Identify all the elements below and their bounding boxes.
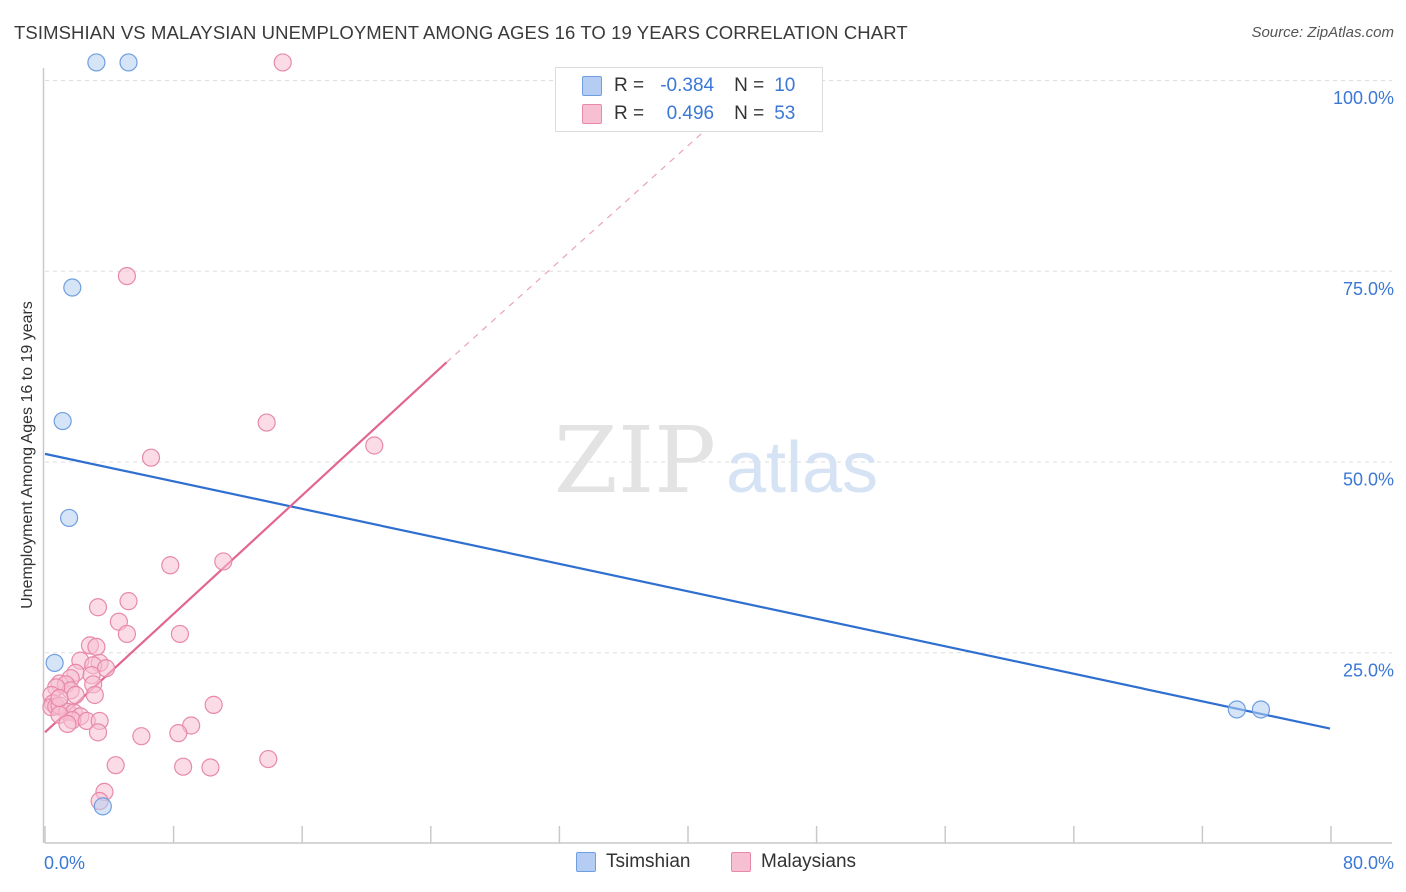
legend-swatch-tsimshian xyxy=(582,76,602,96)
legend-row-malaysians: R = 0.496 N = 53 xyxy=(582,102,795,126)
watermark: ZIP atlas xyxy=(554,407,878,514)
series-legend-tsimshian[interactable]: Tsimshian xyxy=(576,851,690,873)
malaysian-point xyxy=(259,749,278,769)
tsimshian-point xyxy=(87,53,106,72)
tsimshian-point xyxy=(119,53,138,72)
legend-r-label: R = xyxy=(614,75,645,96)
legend-swatch-tsimshian xyxy=(576,852,596,872)
malaysian-point xyxy=(117,266,137,286)
series-legend-label: Malaysians xyxy=(761,851,857,872)
tick-labels: 25.0% 50.0% 75.0% 100.0% 0.0% 80.0% xyxy=(44,88,1394,873)
tsimshian-point xyxy=(59,508,79,528)
tsimshian-point xyxy=(1251,700,1271,719)
legend-r-value: 0.496 xyxy=(666,103,715,124)
malaysian-point xyxy=(170,624,190,644)
gridlines xyxy=(45,80,1392,654)
tsimshian-trend-line xyxy=(44,452,1331,730)
tsimshian-point xyxy=(45,653,64,673)
malaysian-point xyxy=(169,724,188,743)
series-legend: Tsimshian Malaysians xyxy=(0,851,1406,877)
series-legend-malaysians[interactable]: Malaysians xyxy=(731,851,856,873)
malaysian-point xyxy=(141,448,161,467)
tsimshian-point xyxy=(63,278,82,297)
legend-n-value: 10 xyxy=(774,75,796,96)
malaysian-point xyxy=(214,552,233,571)
malaysian-point xyxy=(88,598,108,617)
malaysian-point xyxy=(117,624,137,644)
legend-swatch-malaysians xyxy=(731,852,751,872)
legend-n-label: N = xyxy=(734,103,765,124)
axes xyxy=(42,68,1392,844)
malaysian-point xyxy=(365,436,384,455)
y-tick-label: 100.0% xyxy=(1333,88,1394,108)
y-tick-label: 75.0% xyxy=(1343,279,1394,299)
watermark-atlas: atlas xyxy=(726,428,878,508)
chart-title: TSIMSHIAN VS MALAYSIAN UNEMPLOYMENT AMON… xyxy=(14,22,908,43)
legend-r-label: R = xyxy=(614,103,645,124)
tsimshian-point xyxy=(1227,700,1246,719)
malaysian-point xyxy=(58,714,77,734)
data-points xyxy=(42,53,1271,816)
tsimshian-point xyxy=(93,797,112,816)
malaysian-point xyxy=(66,685,85,705)
malaysian-point xyxy=(132,727,151,746)
y-tick-label: 50.0% xyxy=(1343,470,1394,490)
x-tick-label: 80.0% xyxy=(1343,853,1394,873)
malaysian-point xyxy=(50,688,69,708)
malaysian-point xyxy=(201,758,220,777)
malaysian-point xyxy=(88,723,108,742)
legend-row-tsimshian: R = -0.384 N = 10 xyxy=(582,74,795,98)
legend-swatch-malaysians xyxy=(582,104,602,124)
watermark-zip: ZIP xyxy=(554,407,716,514)
malaysian-point xyxy=(273,53,292,72)
malaysian-trend-extension xyxy=(446,102,737,363)
y-tick-label: 25.0% xyxy=(1343,660,1394,680)
malaysian-point xyxy=(161,556,180,575)
x-tick-label: 0.0% xyxy=(44,853,85,873)
y-axis-label: Unemployment Among Ages 16 to 19 years xyxy=(19,301,36,609)
malaysian-point xyxy=(174,757,193,776)
source-label: Source: ZipAtlas.com xyxy=(1251,24,1394,41)
legend-r-value: -0.384 xyxy=(660,75,715,96)
legend-n-value: 53 xyxy=(774,103,796,124)
malaysian-point xyxy=(106,756,125,775)
series-legend-label: Tsimshian xyxy=(606,851,691,872)
malaysian-point xyxy=(204,695,223,714)
legend-n-label: N = xyxy=(734,75,765,96)
malaysian-point xyxy=(257,413,276,432)
malaysian-point xyxy=(87,637,106,657)
malaysian-point xyxy=(119,592,138,611)
correlation-legend: R = -0.384 N = 10 R = 0.496 N = 53 xyxy=(555,67,823,132)
tsimshian-point xyxy=(53,411,72,431)
malaysian-point xyxy=(85,685,104,705)
